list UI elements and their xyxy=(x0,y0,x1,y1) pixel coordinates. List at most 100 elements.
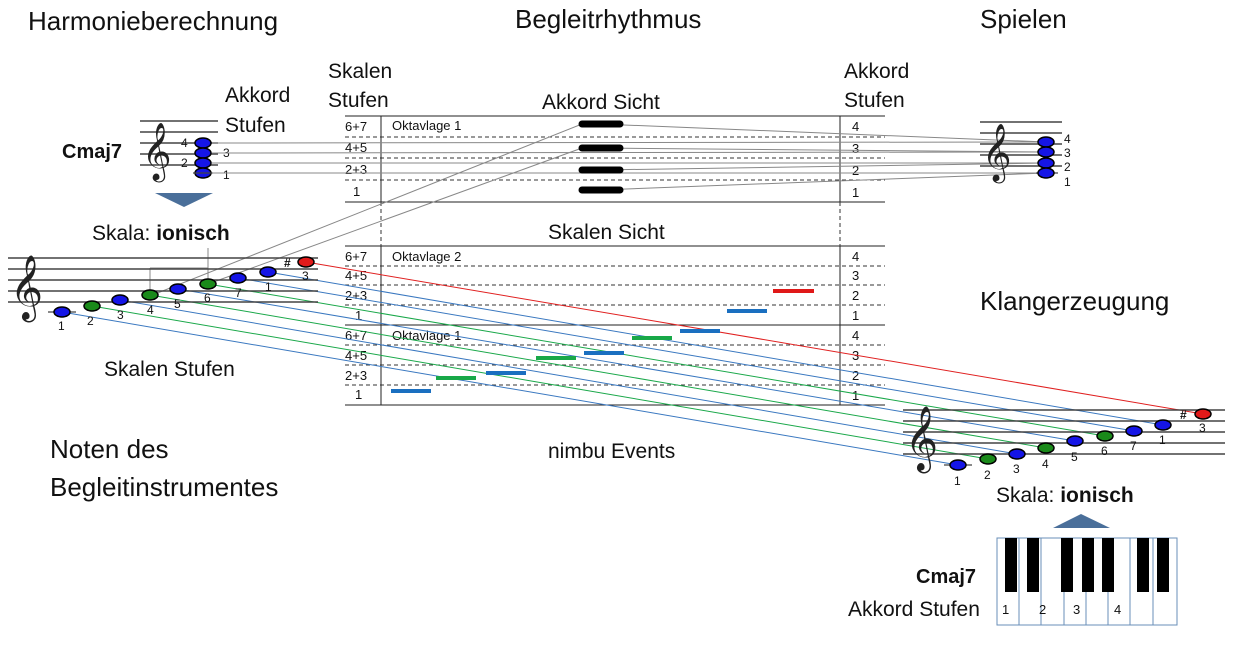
scale-note xyxy=(259,266,277,278)
scale-note xyxy=(111,294,129,306)
row-label-scale-o2-67: 6+7 xyxy=(345,249,367,264)
chord-degree-right-2: 2 xyxy=(1064,160,1071,174)
chord-steps-caption: Akkord Stufen xyxy=(848,598,980,621)
scale-steps-header-line1: Skalen xyxy=(328,60,392,83)
row-label-scale-o2-1: 1 xyxy=(355,308,362,323)
scale-degree: 3 xyxy=(1013,462,1020,476)
events-label: nimbu Events xyxy=(548,440,675,463)
scale-note xyxy=(141,289,159,301)
scale-note xyxy=(199,278,217,290)
octave-label-scale-2: Oktavlage 2 xyxy=(392,249,461,264)
chord-degree-right-4: 4 xyxy=(1064,132,1071,146)
scale-steps-header-line2: Stufen xyxy=(328,89,389,112)
scale-degree: 7 xyxy=(1130,439,1137,453)
left-scale-staff: 𝄞 # 1 2 3 4 5 6 7 1 3 xyxy=(8,255,318,333)
row-label-scale-o2-23: 2+3 xyxy=(345,288,367,303)
scale-note xyxy=(229,272,247,284)
treble-clef-icon: 𝄞 xyxy=(10,255,43,322)
black-key xyxy=(1005,538,1017,592)
chord-note xyxy=(1037,136,1055,148)
chord-note-4 xyxy=(194,137,212,149)
chord-steps-header-right-line2: Stufen xyxy=(844,89,905,112)
down-arrow-icon xyxy=(155,193,213,207)
scale-degree: 1 xyxy=(1159,433,1166,447)
chord-steps-header-left-line2: Stufen xyxy=(225,114,286,137)
scale-note xyxy=(1125,425,1143,437)
scale-degree: 4 xyxy=(1042,457,1049,471)
harmony-staff: 𝄞 4 3 2 1 xyxy=(140,120,230,183)
scale-table-degree-o1-1: 1 xyxy=(852,388,859,403)
scale-degree: 5 xyxy=(174,297,181,311)
black-key xyxy=(1137,538,1149,592)
scale-degree: 2 xyxy=(984,468,991,482)
scale-degree: 4 xyxy=(147,303,154,317)
row-label-chord-45: 4+5 xyxy=(345,140,367,155)
rhythm-table xyxy=(345,115,885,406)
scale-view-heading: Skalen Sicht xyxy=(548,221,665,244)
treble-clef-icon: 𝄞 xyxy=(142,122,172,183)
row-label-chord-67: 6+7 xyxy=(345,119,367,134)
chord-degree-right-3: 3 xyxy=(1064,146,1071,160)
chord-degree-table-2: 2 xyxy=(852,163,859,178)
sound-scale-staff: 𝄞 # 1 2 3 4 5 6 7 1 3 xyxy=(903,406,1225,488)
scale-degree: 6 xyxy=(204,291,211,305)
scale-degree: 1 xyxy=(265,280,272,294)
scale-degree: 3 xyxy=(117,308,124,322)
row-label-scale-o1-23: 2+3 xyxy=(345,368,367,383)
chord-degree-left-1: 1 xyxy=(223,168,230,182)
chord-note-2 xyxy=(194,157,212,169)
row-label-chord-1: 1 xyxy=(353,184,360,199)
scale-table-degree-o2-1: 1 xyxy=(852,308,859,323)
chord-degree-right-1: 1 xyxy=(1064,175,1071,189)
title-rhythm: Begleitrhythmus xyxy=(515,4,701,34)
chord-steps-header-left-line1: Akkord xyxy=(225,84,290,107)
scale-note xyxy=(297,256,315,268)
chord-degree-table-1: 1 xyxy=(852,185,859,200)
scale-degree: 1 xyxy=(954,474,961,488)
black-key xyxy=(1102,538,1114,592)
scale-note xyxy=(1066,435,1084,447)
scale-degree: 1 xyxy=(58,319,65,333)
chord-note-3 xyxy=(194,147,212,159)
title-sound: Klangerzeugung xyxy=(980,286,1169,316)
scale-note xyxy=(1037,442,1055,454)
chord-view-events xyxy=(578,120,624,194)
title-play: Spielen xyxy=(980,4,1067,34)
scale-note xyxy=(979,453,997,465)
sharp-sign-left: # xyxy=(284,256,291,270)
black-key xyxy=(1157,538,1169,592)
scale-note xyxy=(1194,408,1212,420)
treble-clef-icon: 𝄞 xyxy=(982,123,1012,184)
row-label-chord-23: 2+3 xyxy=(345,162,367,177)
scale-table-degree-o2-4: 4 xyxy=(852,249,859,264)
chord-note xyxy=(1037,167,1055,179)
key-label-4: 4 xyxy=(1114,602,1121,617)
chord-steps-header-right-line1: Akkord xyxy=(844,60,909,83)
scale-note xyxy=(1096,430,1114,442)
scale-degree: 3 xyxy=(1199,421,1206,435)
chord-note xyxy=(1037,157,1055,169)
scale-table-degree-o1-2: 2 xyxy=(852,368,859,383)
scale-note xyxy=(1154,419,1172,431)
scale-degree: 5 xyxy=(1071,450,1078,464)
sharp-sign-right: # xyxy=(1180,408,1187,422)
chord-view-heading: Akkord Sicht xyxy=(542,91,660,114)
scale-degree: 3 xyxy=(302,269,309,283)
scale-steps-caption: Skalen Stufen xyxy=(104,358,235,381)
scale-label-right: Skala: ionisch xyxy=(996,484,1134,507)
scale-note xyxy=(949,459,967,471)
chord-degree-left-4: 4 xyxy=(181,136,188,150)
scale-table-degree-o2-2: 2 xyxy=(852,288,859,303)
scale-degree: 6 xyxy=(1101,444,1108,458)
scale-note xyxy=(53,306,71,318)
play-staff: 𝄞 4 3 2 1 xyxy=(980,121,1071,189)
black-key xyxy=(1082,538,1094,592)
scale-degree: 2 xyxy=(87,314,94,328)
key-label-2: 2 xyxy=(1039,602,1046,617)
chord-name-right: Cmaj7 xyxy=(916,566,976,588)
scale-table-degree-o2-3: 3 xyxy=(852,268,859,283)
chord-degree-table-4: 4 xyxy=(852,119,859,134)
chord-name-left: Cmaj7 xyxy=(62,141,122,163)
black-key xyxy=(1027,538,1039,592)
